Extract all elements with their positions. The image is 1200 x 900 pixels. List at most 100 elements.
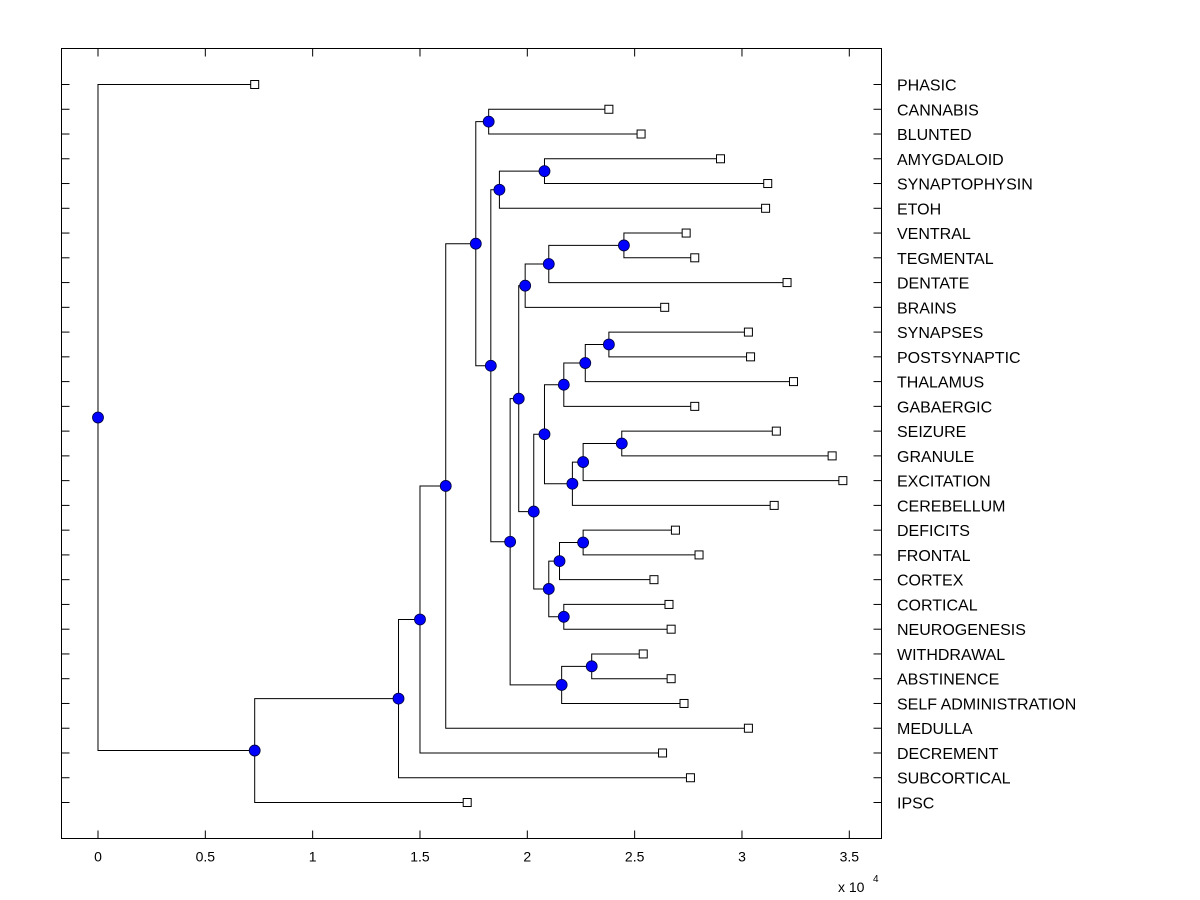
tree-branch (398, 698, 691, 779)
internal-node-marker (392, 692, 405, 705)
leaf-marker (681, 228, 691, 238)
internal-node-marker (493, 183, 506, 196)
leaf-marker (250, 80, 260, 89)
plot-area-frame (61, 48, 882, 839)
leaf-labels: PHASIC CANNABIS BLUNTED AMYGDALOID SYNAPTOPH… (897, 78, 1076, 813)
tree-branch (509, 541, 562, 686)
tree-branch (548, 244, 624, 264)
leaf-marker (838, 476, 848, 486)
tree-branch (563, 362, 586, 385)
tree-branch (445, 485, 749, 729)
leaf-marker (658, 748, 668, 758)
tree-branch (498, 189, 766, 209)
leaf-marker (782, 278, 792, 288)
tree-branch (419, 619, 663, 754)
tree-branch (563, 384, 695, 407)
leaf-marker (769, 500, 779, 510)
leaf-marker (649, 575, 659, 585)
leaf-marker (743, 723, 753, 733)
internal-node-marker (579, 357, 592, 369)
internal-node-marker (542, 583, 555, 595)
leaf-marker (716, 154, 726, 164)
internal-node-marker (566, 477, 579, 490)
leaf-label: GABAERGIC (897, 399, 992, 416)
leaf-marker (746, 352, 756, 362)
x-ticks: 0 0.5 1 1.5 2 2.5 3 3.5 (94, 48, 860, 865)
tree-branch (584, 363, 794, 383)
leaf-marker (761, 203, 771, 213)
internal-node-marker (527, 505, 540, 518)
tree-branch (524, 285, 665, 308)
internal-node-marker (519, 279, 532, 292)
tree-branch (445, 243, 476, 486)
internal-node-marker (602, 338, 615, 351)
leaf-label: WITHDRAWAL (897, 647, 1005, 664)
tree-branch (524, 263, 549, 286)
leaf-marker (694, 550, 704, 560)
leaf-label: EXCITATION (897, 474, 991, 491)
internal-node-marker (542, 258, 555, 270)
leaf-label: NEUROGENESIS (897, 622, 1026, 639)
leaf-marker (636, 129, 646, 139)
tree-branch (97, 417, 255, 752)
leaf-marker (660, 302, 670, 312)
x-multiplier-exponent: 4 (873, 874, 879, 885)
internal-node-marker (414, 613, 426, 626)
leaf-marker (670, 525, 680, 535)
tree-branch (559, 542, 584, 562)
internal-node-marker (618, 239, 630, 252)
x-tick-label: 2.5 (625, 849, 645, 865)
internal-node-marker (538, 428, 551, 441)
leaf-marker (679, 698, 689, 708)
leaf-label: DECREMENT (897, 746, 999, 763)
internal-node-marker (469, 237, 482, 250)
tree-branch (254, 750, 468, 803)
tree-branch (498, 170, 545, 190)
leaf-marker (827, 451, 837, 461)
x-multiplier-label: x 10 (838, 879, 865, 895)
tree-branch (543, 434, 573, 485)
leaf-label: BRAINS (897, 300, 957, 317)
internal-node-marker (484, 359, 497, 372)
leaf-label: SYNAPSES (897, 325, 983, 342)
leaf-markers (250, 80, 848, 807)
x-tick-label: 2 (523, 849, 531, 865)
leaf-label: SUBCORTICAL (897, 771, 1011, 788)
leaf-marker (666, 674, 676, 684)
leaf-marker (604, 104, 614, 114)
internal-node-marker (538, 165, 551, 178)
tree-branch (398, 618, 420, 699)
leaf-label: SYNAPTOPHYSIN (897, 177, 1033, 194)
x-tick-label: 3.5 (840, 849, 860, 865)
internal-node-marker (577, 536, 590, 549)
tree-branch (254, 698, 399, 751)
leaf-label: PHASIC (897, 78, 957, 95)
leaf-label: DENTATE (897, 276, 969, 293)
leaf-label: ETOH (897, 201, 941, 218)
internal-node-marker (577, 456, 590, 468)
internal-node-marker (555, 678, 568, 691)
leaf-label: SELF ADMINISTRATION (897, 696, 1076, 713)
internal-node-marker (92, 411, 104, 424)
internal-node-marker (482, 115, 495, 128)
internal-node-marker (585, 660, 598, 673)
leaf-label: POSTSYNAPTIC (897, 350, 1021, 367)
leaf-marker (690, 401, 700, 411)
leaf-marker (664, 599, 674, 609)
leaf-label: CORTEX (897, 573, 964, 590)
x-tick-label: 3 (738, 849, 746, 865)
leaf-marker (638, 649, 648, 659)
internal-node-markers (92, 115, 630, 757)
leaf-label: DEFICITS (897, 523, 970, 540)
x-tick-label: 0 (94, 849, 102, 865)
leaf-label: THALAMUS (897, 375, 984, 392)
internal-node-marker (504, 535, 517, 548)
leaf-marker (763, 179, 773, 189)
x-tick-label: 1 (309, 849, 317, 865)
leaf-label: CEREBELLUM (897, 498, 1005, 515)
leaf-label: TEGMENTAL (897, 251, 994, 268)
leaf-marker (462, 798, 472, 807)
internal-node-marker (439, 480, 452, 492)
tree-branch (571, 483, 775, 506)
